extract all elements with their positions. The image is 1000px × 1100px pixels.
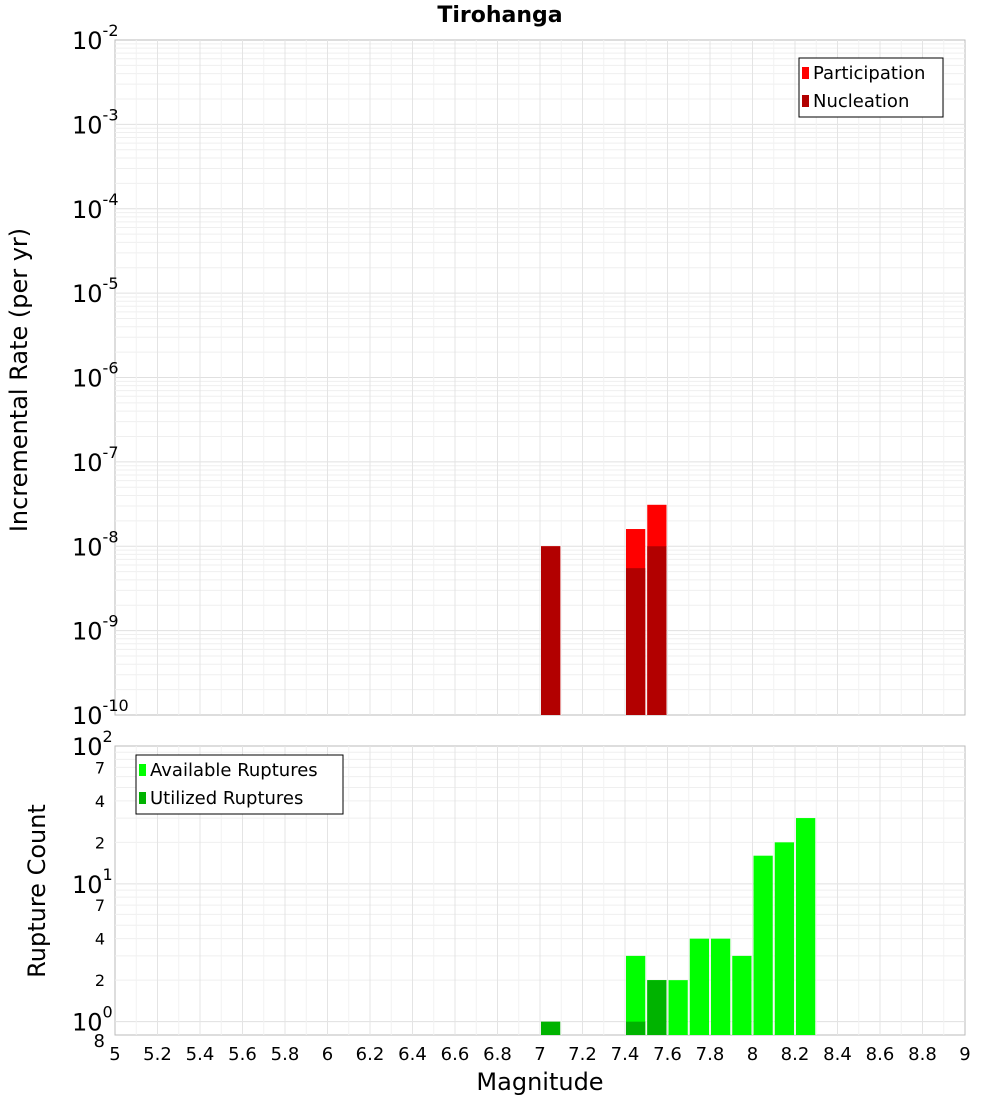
- legend-swatch-utilized: [139, 792, 146, 804]
- legend-swatch-participation: [802, 67, 809, 79]
- available-ruptures-bar: [732, 955, 752, 1035]
- y-tick-label: 101: [72, 865, 113, 899]
- top-legend-box: [798, 57, 944, 118]
- x-tick-label: 7.8: [696, 1044, 725, 1065]
- y-tick-label: 2: [95, 971, 105, 990]
- available-ruptures-bar: [774, 842, 794, 1035]
- available-ruptures-bar: [753, 855, 773, 1035]
- bottom-y-axis-label: Rupture Count: [23, 804, 51, 978]
- x-tick-label: 6.2: [356, 1044, 385, 1065]
- y-tick-label: 4: [95, 930, 105, 949]
- utilized-ruptures-bar: [647, 980, 667, 1035]
- legend-swatch-nucleation: [802, 95, 809, 107]
- y-tick-label: 8: [94, 1031, 105, 1052]
- x-tick-label: 7.2: [568, 1044, 597, 1065]
- top-legend: Participation Nucleation: [798, 57, 944, 118]
- available-ruptures-bar: [626, 955, 646, 1035]
- legend-label-available: Available Ruptures: [150, 760, 318, 781]
- nucleation-bar: [541, 546, 561, 715]
- y-tick-label: 10-9: [72, 612, 119, 646]
- bottom-legend: Available Ruptures Utilized Ruptures: [135, 754, 344, 815]
- legend-swatch-available: [139, 764, 146, 776]
- y-tick-label: 10-2: [72, 21, 119, 55]
- top-y-axis-label: Incremental Rate (per yr): [5, 228, 33, 532]
- y-tick-label: 10-3: [72, 105, 119, 139]
- chart-title: Tirohanga: [437, 3, 562, 28]
- y-tick-label: 10-4: [72, 190, 119, 224]
- available-ruptures-bar: [711, 938, 731, 1035]
- bottom-bars: [541, 818, 816, 1035]
- x-tick-label: 6.8: [483, 1044, 512, 1065]
- y-tick-label: 10-8: [72, 527, 119, 561]
- nucleation-bar: [626, 568, 646, 715]
- x-tick-label: 5.8: [271, 1044, 300, 1065]
- x-tick-label: 8.4: [823, 1044, 852, 1065]
- bottom-gridlines: [115, 746, 965, 1035]
- x-tick-labels: 5 5.2 5.4 5.6 5.8 6 6.2 6.4 6.6 6.8 7 7.2 7.4 7.6 7.8 8…: [109, 1044, 970, 1065]
- legend-label-nucleation: Nucleation: [813, 91, 909, 112]
- y-tick-label: 10-10: [72, 696, 129, 730]
- available-ruptures-bar: [668, 980, 688, 1035]
- y-tick-label: 7: [95, 758, 105, 777]
- x-axis-label: Magnitude: [476, 1068, 603, 1096]
- y-tick-label: 10-6: [72, 359, 119, 393]
- x-tick-label: 8.6: [866, 1044, 895, 1065]
- available-ruptures-bar: [796, 818, 816, 1035]
- top-gridlines: [115, 40, 965, 715]
- x-tick-label: 8: [747, 1044, 758, 1065]
- x-tick-label: 6.4: [398, 1044, 427, 1065]
- x-tick-label: 5.6: [228, 1044, 257, 1065]
- y-tick-label: 10-5: [72, 274, 119, 308]
- x-tick-label: 5: [109, 1044, 120, 1065]
- legend-label-participation: Participation: [813, 63, 925, 84]
- x-tick-label: 5.4: [186, 1044, 215, 1065]
- top-bars: [541, 504, 667, 715]
- x-tick-label: 7.4: [611, 1044, 640, 1065]
- available-ruptures-bar: [689, 938, 709, 1035]
- x-tick-label: 8.8: [908, 1044, 937, 1065]
- y-tick-label: 2: [95, 833, 105, 852]
- legend-label-utilized: Utilized Ruptures: [150, 788, 303, 809]
- x-tick-label: 6.6: [441, 1044, 470, 1065]
- x-tick-label: 5.2: [143, 1044, 172, 1065]
- x-tick-label: 9: [959, 1044, 970, 1065]
- nucleation-bar: [647, 546, 667, 715]
- x-tick-label: 6: [322, 1044, 333, 1065]
- top-panel: 10-2 10-3 10-4 10-5 10-6 10-7 10-8 10-9 10-10 In…: [5, 21, 966, 730]
- y-tick-label: 7: [95, 896, 105, 915]
- y-tick-label: 4: [95, 792, 105, 811]
- x-tick-label: 8.2: [781, 1044, 810, 1065]
- utilized-ruptures-bar: [626, 1021, 646, 1035]
- bottom-legend-box: [135, 754, 344, 815]
- x-tick-label: 7: [534, 1044, 545, 1065]
- utilized-ruptures-bar: [541, 1021, 561, 1035]
- y-tick-label: 10-7: [72, 443, 119, 477]
- x-tick-label: 7.6: [653, 1044, 682, 1065]
- y-tick-label: 102: [72, 727, 113, 761]
- y-tick-label: 100: [72, 1003, 113, 1037]
- top-y-tick-labels: 10-2 10-3 10-4 10-5 10-6 10-7 10-8 10-9 10-10: [72, 21, 129, 730]
